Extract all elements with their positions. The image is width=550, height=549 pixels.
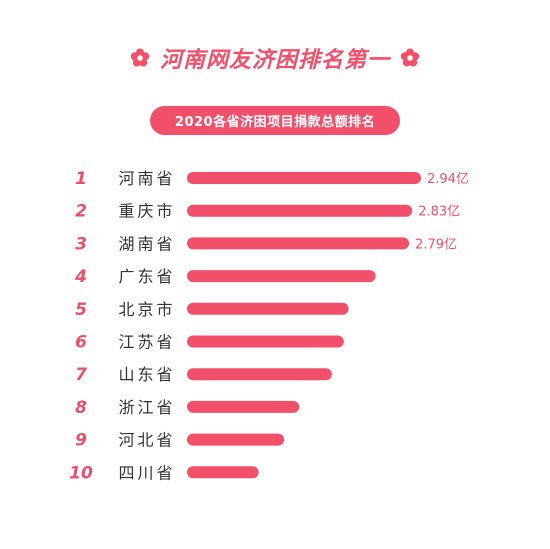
- rank-label: 4: [74, 267, 87, 287]
- flower-icon: [130, 48, 150, 67]
- bar: [187, 433, 285, 446]
- category-label: 河南省: [118, 169, 175, 188]
- subtitle-pill: 2020各省济困项目捐款总额排名: [150, 106, 400, 135]
- category-label: 湖南省: [118, 234, 175, 253]
- category-label: 北京市: [118, 300, 175, 319]
- bar: [187, 400, 300, 413]
- category-label: 四川省: [118, 463, 175, 482]
- data-label: 2.79亿: [415, 237, 457, 252]
- data-label: 2.94亿: [427, 172, 469, 187]
- flower-icon: [400, 48, 420, 67]
- rank-label: 8: [75, 398, 87, 418]
- category-label: 浙江省: [118, 398, 175, 417]
- category-label: 江苏省: [118, 333, 175, 352]
- bar: [187, 368, 332, 381]
- category-label: 重庆市: [118, 202, 175, 221]
- category-label: 河北省: [118, 431, 175, 450]
- rank-label: 10: [69, 463, 93, 483]
- bar: [187, 466, 259, 479]
- data-label: 2.83亿: [418, 205, 460, 220]
- chart-title: 河南网友济困排名第一: [159, 48, 390, 73]
- category-label: 广东省: [118, 267, 175, 286]
- bar: [187, 302, 349, 315]
- title-row: 河南网友济困排名第一: [0, 40, 550, 76]
- rank-label: 1: [75, 169, 87, 189]
- rank-label: 2: [75, 202, 87, 222]
- rank-label: 6: [75, 333, 87, 353]
- rank-label: 3: [75, 234, 87, 254]
- bar: [187, 172, 421, 184]
- bar: [187, 237, 410, 250]
- category-label: 山东省: [118, 365, 175, 384]
- bar: [187, 335, 344, 348]
- bar: [187, 270, 376, 283]
- rank-label: 9: [75, 431, 87, 451]
- rank-label: 5: [75, 300, 87, 320]
- bar: [187, 204, 413, 217]
- rank-label: 7: [75, 365, 87, 385]
